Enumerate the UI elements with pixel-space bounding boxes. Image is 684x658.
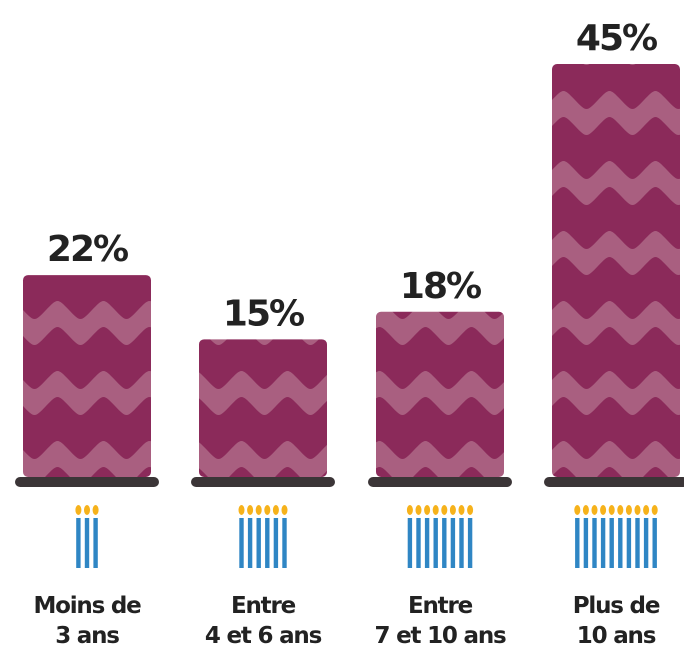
candle-flame xyxy=(247,505,254,515)
candle xyxy=(442,518,447,568)
candle-flame xyxy=(449,505,456,515)
labels-layer: 22% Moins de 3 ans 15% Entre 4 et 6 ans 18% Ent… xyxy=(33,18,661,649)
candle-flame xyxy=(458,505,465,515)
candles-4 xyxy=(574,505,658,568)
candle-flame xyxy=(591,505,598,515)
candle xyxy=(93,518,98,568)
cake-plate-2 xyxy=(191,477,335,487)
value-label-4: 45% xyxy=(576,18,657,59)
candle-flame xyxy=(255,505,262,515)
candle xyxy=(265,518,270,568)
candle-flame xyxy=(651,505,658,515)
candles-3 xyxy=(406,505,474,568)
candle-flame xyxy=(281,505,288,515)
candle-flame xyxy=(84,505,90,515)
candle xyxy=(256,518,261,568)
candle-flame xyxy=(432,505,439,515)
candle xyxy=(247,518,253,568)
candles-1 xyxy=(75,505,99,568)
category-label-3-line-2: 7 et 10 ans xyxy=(374,623,506,649)
candle xyxy=(239,518,244,568)
candle xyxy=(424,518,430,568)
candle-flame xyxy=(415,505,422,515)
candle-flame xyxy=(634,505,641,515)
candle-flame xyxy=(264,505,271,515)
candle xyxy=(626,518,632,568)
candle xyxy=(407,518,413,568)
candle-flame xyxy=(643,505,650,515)
candle xyxy=(467,518,473,568)
category-label-3-line-1: Entre xyxy=(408,593,473,619)
cake-plate-3 xyxy=(368,477,512,487)
cake-plate-1 xyxy=(15,477,159,487)
category-label-1-line-1: Moins de xyxy=(33,593,141,619)
candle-flame xyxy=(272,505,279,515)
candle xyxy=(459,518,464,568)
candle-flame xyxy=(424,505,431,515)
candle-flame xyxy=(92,505,99,515)
candle-flame xyxy=(75,505,82,515)
bar-3 xyxy=(376,311,504,477)
candle-flame xyxy=(582,505,589,515)
candle xyxy=(282,518,287,568)
candle-flame xyxy=(617,505,624,515)
cake-plate-4 xyxy=(544,477,684,487)
bar-2 xyxy=(199,339,327,477)
category-label-4-line-1: Plus de xyxy=(573,593,660,619)
candle xyxy=(643,518,649,568)
value-label-3: 18% xyxy=(400,266,481,307)
candle xyxy=(618,518,623,568)
candle-flame xyxy=(406,505,413,515)
candle xyxy=(433,518,438,568)
candle xyxy=(76,518,81,568)
candle xyxy=(450,518,456,568)
candle-flame xyxy=(238,505,245,515)
candle xyxy=(635,518,640,568)
candle xyxy=(652,518,657,568)
category-label-2-line-1: Entre xyxy=(231,593,296,619)
value-label-1: 22% xyxy=(47,229,128,270)
category-label-1-line-2: 3 ans xyxy=(55,623,119,649)
bars-layer xyxy=(15,64,684,568)
candle xyxy=(600,518,606,568)
bar-1 xyxy=(23,275,151,477)
value-label-2: 15% xyxy=(223,293,304,334)
candle-flame xyxy=(625,505,632,515)
candles-2 xyxy=(238,505,288,568)
candle xyxy=(609,518,614,568)
candle xyxy=(416,518,421,568)
candle-flame xyxy=(467,505,474,515)
category-label-2-line-2: 4 et 6 ans xyxy=(205,623,322,649)
candle xyxy=(583,518,589,568)
candle-flame xyxy=(608,505,615,515)
candle-flame xyxy=(600,505,607,515)
candle xyxy=(273,518,279,568)
candle-flame xyxy=(574,505,581,515)
candle xyxy=(575,518,580,568)
candle xyxy=(84,518,90,568)
bar-4 xyxy=(552,64,680,477)
category-label-4-line-2: 10 ans xyxy=(577,623,656,649)
candle-flame xyxy=(441,505,448,515)
candle xyxy=(592,518,597,568)
